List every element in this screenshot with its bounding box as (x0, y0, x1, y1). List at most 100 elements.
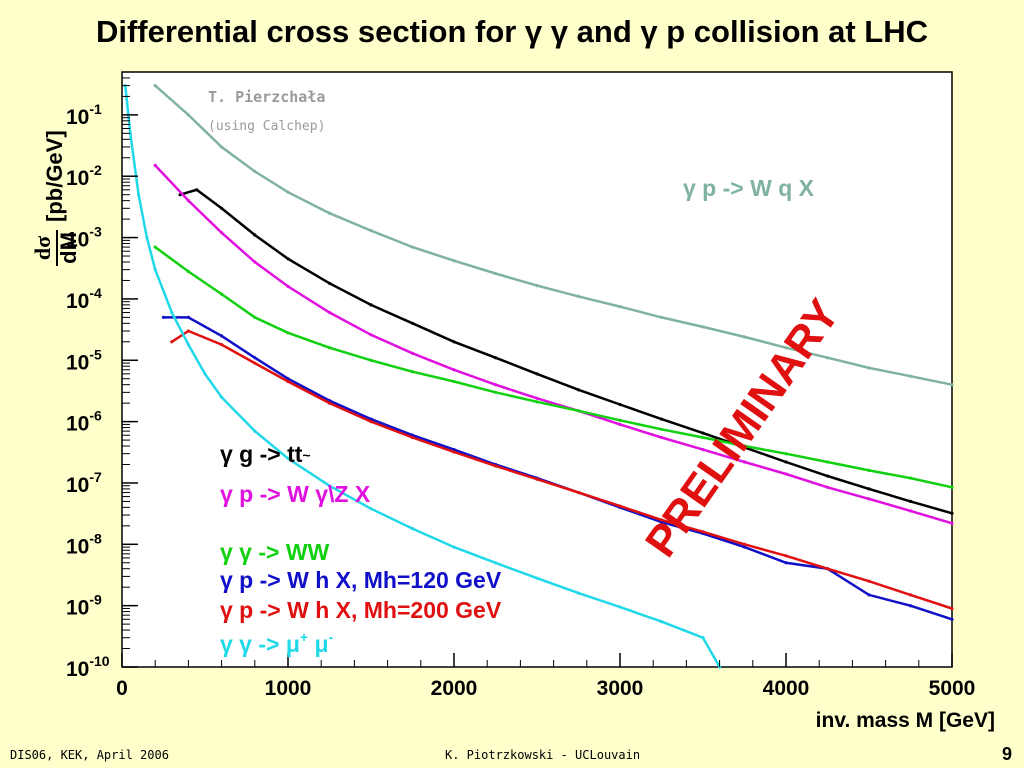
tool-annotation: (using Calchep) (208, 119, 325, 134)
series-3-point (867, 468, 871, 472)
series-0-point (327, 211, 332, 215)
series-2-point (220, 231, 224, 235)
series-5-point (452, 450, 456, 454)
series-3-point (327, 346, 332, 350)
series-1-point (825, 474, 830, 478)
series-0-point (253, 169, 257, 173)
series-4-point (253, 356, 257, 360)
series-0-point (286, 190, 290, 194)
series-2-point (784, 472, 788, 476)
y-tick-label: 10-4 (66, 285, 102, 313)
series-line-6 (124, 85, 721, 668)
y-tick-label: 10-10 (66, 653, 110, 681)
series-1-point (369, 303, 373, 307)
series-3-point (825, 460, 830, 464)
series-6-point (327, 484, 332, 488)
series-3-point (535, 400, 539, 404)
legend-entry-1: γ g -> tt~ (220, 441, 311, 467)
series-3-point (286, 331, 290, 335)
series-1-point (535, 372, 539, 376)
legend-entry-5: γ p -> W h X, Mh=200 GeV (220, 597, 502, 623)
series-2-point (701, 448, 705, 452)
series-0-point (618, 305, 622, 309)
series-0-point (659, 315, 664, 319)
series-6-point (493, 561, 498, 565)
series-1-point (253, 233, 257, 237)
x-tick-label: 1000 (265, 677, 312, 700)
legend: γ p -> W q X γ g -> tt~ γ p -> W γ\Z X γ γ … (220, 175, 815, 657)
series-4-point (784, 561, 788, 565)
series-4-point (220, 334, 224, 338)
series-6-point (186, 343, 190, 347)
series-6-point (452, 545, 456, 549)
series-2-point (286, 284, 290, 288)
series-4-point (950, 617, 954, 621)
series-0-point (950, 383, 954, 387)
series-3-point (659, 427, 664, 431)
series-5-point (220, 343, 224, 347)
series-6-point (128, 131, 132, 135)
footer-author: K. Piotrzkowski - UCLouvain (445, 748, 641, 762)
x-tick-label: 4000 (763, 677, 810, 700)
series-5-point (784, 554, 788, 558)
series-0-point (452, 259, 456, 263)
series-1-point (220, 206, 224, 210)
series-1-point (618, 402, 622, 407)
series-0-point (908, 374, 913, 378)
series-2-point (452, 368, 456, 372)
series-6-point (170, 310, 174, 315)
series-5-point (186, 329, 190, 333)
series-2-point (908, 509, 913, 513)
series-5-point (742, 542, 747, 546)
series-2-point (535, 396, 539, 400)
series-5-point (825, 567, 830, 571)
series-1-point (908, 499, 913, 503)
series-3-point (908, 476, 913, 480)
series-2-point (153, 163, 157, 167)
series-0-point (186, 113, 190, 117)
series-6-point (153, 268, 157, 272)
series-5-point (950, 606, 954, 611)
series-3-point (576, 409, 581, 413)
series-5-point (701, 530, 705, 534)
series-1-point (701, 431, 705, 435)
series-1-point (327, 281, 332, 285)
series-5-point (327, 401, 332, 405)
series-3-point (784, 452, 788, 456)
y-tick-label: 10-9 (66, 592, 102, 620)
series-2-point (825, 485, 830, 489)
axes-layer: 0 1000 2000 3000 4000 5000 10-10 10-9 10-8 10-7 10… (66, 71, 976, 700)
series-1-point (286, 257, 290, 261)
series-5-point (493, 464, 498, 468)
series-0-point (742, 335, 747, 339)
y-tick-label: 10-2 (66, 162, 102, 190)
series-0-point (410, 245, 415, 249)
series-5-point (286, 379, 290, 384)
series-5-point (867, 579, 871, 583)
series-2-point (493, 383, 498, 387)
series-1-point (659, 417, 664, 421)
series-4-point (161, 315, 166, 319)
legend-entry-6: γ γ -> μ+ μ- (220, 629, 334, 657)
series-3-point (493, 390, 498, 394)
series-6-point (369, 507, 373, 511)
y-tick-label: 10-8 (66, 530, 102, 558)
series-1-point (493, 356, 498, 360)
series-6-point (253, 429, 257, 433)
x-tick-label: 5000 (929, 677, 976, 700)
series-1-point (950, 511, 954, 515)
series-6-point (618, 605, 622, 609)
series-5-point (170, 340, 174, 344)
series-6-point (137, 193, 141, 197)
series-3-point (452, 379, 456, 384)
series-3-point (369, 358, 373, 362)
series-1-point (452, 340, 456, 344)
y-tick-label: 10-7 (66, 469, 102, 497)
series-2-point (659, 435, 664, 440)
series-6-point (203, 372, 207, 376)
series-2-point (618, 422, 622, 426)
series-4-point (286, 377, 290, 381)
series-3-point (186, 269, 190, 274)
series-3-point (253, 315, 257, 319)
x-tick-label: 3000 (597, 677, 644, 700)
